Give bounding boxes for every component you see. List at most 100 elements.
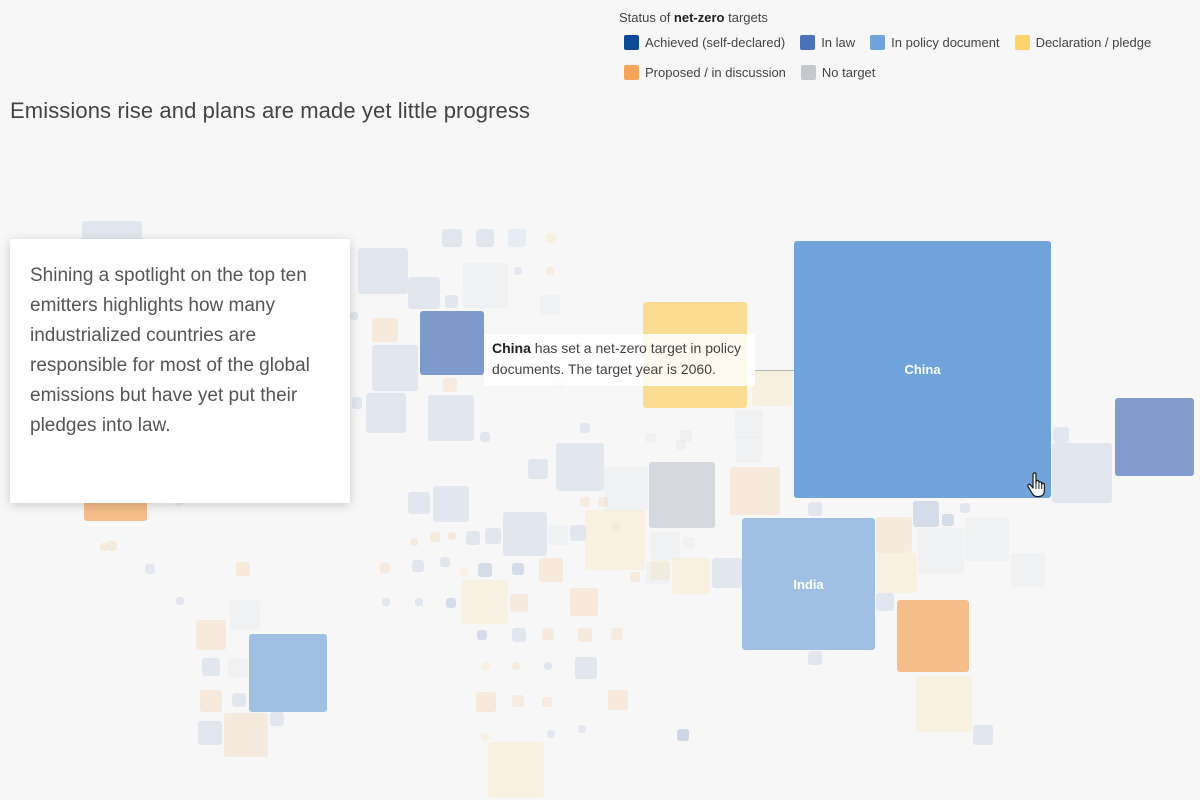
- country-square[interactable]: [514, 267, 522, 275]
- country-square[interactable]: [448, 532, 456, 540]
- country-square[interactable]: [107, 541, 117, 551]
- country-square[interactable]: [556, 443, 604, 491]
- country-square[interactable]: [249, 634, 327, 712]
- country-square[interactable]: [672, 558, 710, 594]
- country-square[interactable]: [539, 558, 563, 582]
- country-square[interactable]: [408, 492, 430, 514]
- country-square[interactable]: [440, 557, 450, 567]
- country-square[interactable]: [752, 370, 792, 406]
- country-square[interactable]: [415, 598, 423, 606]
- country-square[interactable]: [649, 462, 715, 528]
- country-square[interactable]: [100, 543, 108, 551]
- country-square[interactable]: [412, 560, 424, 572]
- country-square[interactable]: [808, 651, 822, 665]
- country-square[interactable]: [598, 497, 608, 507]
- country-square[interactable]: [683, 537, 695, 549]
- country-square[interactable]: [546, 233, 556, 243]
- country-square[interactable]: [973, 725, 993, 745]
- country-square[interactable]: [913, 501, 939, 527]
- country-square[interactable]: [463, 263, 508, 308]
- country-square[interactable]: [580, 497, 590, 507]
- country-square[interactable]: [228, 658, 248, 678]
- country-square[interactable]: [676, 440, 686, 450]
- country-square[interactable]: [897, 600, 969, 672]
- country-square[interactable]: [512, 695, 524, 707]
- country-square[interactable]: [270, 712, 284, 726]
- country-square[interactable]: [481, 733, 489, 741]
- country-square[interactable]: [542, 628, 554, 640]
- country-square[interactable]: [512, 662, 520, 670]
- country-square[interactable]: [145, 564, 155, 574]
- country-square[interactable]: [476, 229, 494, 247]
- country-square[interactable]: [965, 517, 1009, 561]
- country-square[interactable]: [510, 594, 528, 612]
- country-square[interactable]: [1011, 553, 1045, 587]
- country-square[interactable]: [578, 628, 592, 642]
- country-square[interactable]: [1052, 443, 1112, 503]
- country-square[interactable]: [736, 437, 762, 463]
- country-square[interactable]: [352, 397, 362, 409]
- country-square[interactable]: [482, 662, 490, 670]
- country-square[interactable]: [942, 514, 954, 526]
- country-square[interactable]: [680, 430, 692, 442]
- country-square[interactable]: [430, 532, 440, 542]
- country-square[interactable]: [544, 662, 552, 670]
- country-square[interactable]: [477, 630, 487, 640]
- country-square[interactable]: [712, 558, 742, 588]
- country-square[interactable]: [575, 657, 597, 679]
- country-square[interactable]: [650, 532, 680, 560]
- country-square[interactable]: [460, 568, 468, 576]
- country-square[interactable]: [358, 248, 408, 294]
- country-square[interactable]: [198, 721, 222, 745]
- country-square[interactable]: [542, 697, 552, 707]
- country-square[interactable]: [236, 562, 250, 576]
- country-square[interactable]: [488, 742, 544, 798]
- country-square[interactable]: [433, 486, 469, 522]
- country-square[interactable]: [960, 503, 970, 513]
- country-square[interactable]: [547, 730, 555, 738]
- country-square[interactable]: [528, 459, 548, 479]
- country-square[interactable]: [382, 598, 390, 606]
- country-square[interactable]: [677, 729, 689, 741]
- country-square[interactable]: [876, 593, 894, 611]
- country-square[interactable]: [372, 318, 398, 342]
- country-square[interactable]: [540, 295, 560, 315]
- country-square[interactable]: [612, 522, 620, 530]
- country-square[interactable]: [608, 690, 628, 710]
- country-square[interactable]: [480, 432, 490, 442]
- country-square[interactable]: [604, 467, 648, 511]
- country-square[interactable]: [200, 690, 222, 712]
- country-square[interactable]: [230, 600, 260, 630]
- country-square[interactable]: [366, 393, 406, 433]
- country-square[interactable]: [918, 528, 964, 574]
- country-square[interactable]: [410, 538, 418, 546]
- country-square[interactable]: [646, 433, 656, 443]
- country-square[interactable]: [372, 345, 418, 391]
- country-square[interactable]: [808, 502, 822, 516]
- country-square[interactable]: [176, 597, 184, 605]
- country-square[interactable]: [466, 531, 480, 545]
- country-square[interactable]: [503, 512, 547, 556]
- country-square[interactable]: [1115, 398, 1194, 476]
- country-square[interactable]: [485, 528, 501, 544]
- country-square[interactable]: [442, 229, 462, 247]
- country-square[interactable]: [578, 725, 586, 733]
- country-square[interactable]: [646, 562, 670, 584]
- country-square[interactable]: [428, 395, 474, 441]
- country-square[interactable]: [580, 423, 590, 433]
- country-square[interactable]: [876, 517, 912, 553]
- country-square[interactable]: [445, 295, 458, 308]
- country-square[interactable]: [196, 620, 226, 650]
- country-square[interactable]: [380, 563, 390, 573]
- country-square[interactable]: [476, 692, 496, 712]
- country-square[interactable]: [446, 598, 456, 608]
- country-square[interactable]: [224, 713, 268, 757]
- country-square[interactable]: [630, 572, 640, 582]
- country-square[interactable]: [546, 267, 554, 275]
- country-square[interactable]: [350, 312, 358, 320]
- country-square[interactable]: [570, 525, 586, 541]
- country-square[interactable]: [508, 229, 526, 247]
- country-square[interactable]: [512, 628, 526, 642]
- country-square[interactable]: [232, 693, 246, 707]
- country-square[interactable]: [443, 378, 457, 392]
